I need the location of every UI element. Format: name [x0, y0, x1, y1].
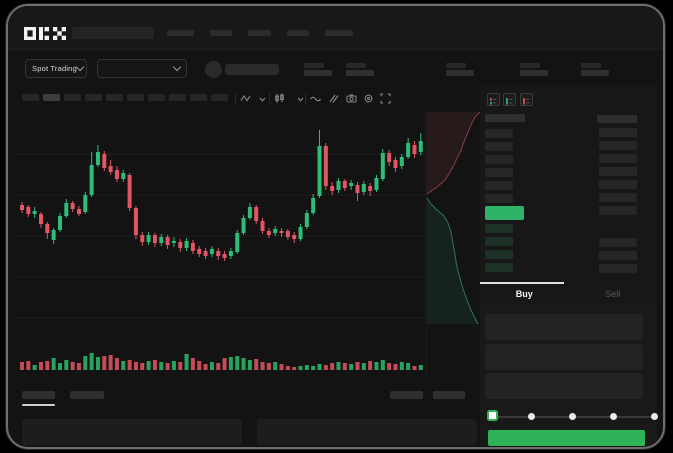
buy-sell-tabs: Buy Sell: [480, 284, 657, 304]
device-screen: Spot Trading: [6, 4, 665, 449]
pair-selector[interactable]: [97, 59, 187, 78]
orderbook-amount-row[interactable]: [599, 206, 637, 215]
orderbook-bid-row[interactable]: [485, 263, 513, 272]
order-form: [480, 304, 657, 446]
chevron-down-icon: [75, 62, 85, 72]
book-asks-icon[interactable]: [520, 93, 533, 106]
total-input-placeholder[interactable]: [485, 373, 643, 399]
orderbook-amount-row[interactable]: [599, 141, 637, 150]
pair-name-placeholder: [225, 64, 279, 75]
stat-block: [446, 63, 474, 76]
last-price-highlight[interactable]: [485, 206, 524, 220]
orderbook-bid-row[interactable]: [485, 224, 513, 233]
candlestick-chart[interactable]: [16, 110, 480, 376]
price-input-placeholder[interactable]: [485, 314, 643, 340]
amount-input-placeholder[interactable]: [485, 344, 643, 370]
orderbook-ask-row[interactable]: [485, 155, 513, 164]
buy-submit-button[interactable]: [488, 430, 645, 446]
orderbook-amount-row[interactable]: [599, 154, 637, 163]
orderbook-amount-row[interactable]: [599, 264, 637, 273]
tab-sell[interactable]: Sell: [605, 289, 621, 299]
orders-filter-placeholder[interactable]: [433, 391, 465, 399]
timeframe-button[interactable]: [169, 94, 186, 101]
chevron-down-icon: [172, 62, 182, 72]
timeframe-button[interactable]: [190, 94, 207, 101]
indicator-wave-icon[interactable]: [310, 93, 321, 104]
orderbook-amount-row[interactable]: [599, 167, 637, 176]
candle-type-icon[interactable]: [274, 93, 285, 104]
orderbook-amount-row[interactable]: [599, 180, 637, 189]
market-mode-selector[interactable]: Spot Trading: [25, 59, 87, 78]
nav-item-placeholder[interactable]: [248, 30, 271, 36]
orderbook-amount-row[interactable]: [599, 251, 637, 260]
orderbook-ask-row[interactable]: [485, 181, 513, 190]
orderbook-bid-row[interactable]: [485, 250, 513, 259]
tab-buy[interactable]: Buy: [515, 289, 533, 299]
orderbook-ask-row[interactable]: [485, 194, 513, 203]
settings-gear-icon[interactable]: [363, 93, 374, 104]
slider-stop-dot[interactable]: [609, 413, 617, 420]
active-tab-underline: [22, 404, 55, 406]
stat-block: [346, 63, 374, 76]
orders-table-placeholder: [22, 419, 242, 445]
chevron-down-icon[interactable]: [295, 94, 306, 105]
fullscreen-icon[interactable]: [380, 93, 391, 104]
coin-avatar: [205, 61, 222, 78]
nav-item-placeholder[interactable]: [210, 30, 232, 36]
nav-item-placeholder[interactable]: [167, 30, 194, 36]
book-split-icon[interactable]: [487, 93, 500, 106]
nav-item-placeholder[interactable]: [287, 30, 309, 36]
slider-stop-dot[interactable]: [528, 413, 536, 420]
okx-logo[interactable]: [24, 27, 66, 40]
stat-block: [520, 63, 548, 76]
orderbook-amount-row[interactable]: [599, 128, 637, 137]
orderbook-ask-row[interactable]: [485, 129, 513, 138]
orders-filter-placeholder[interactable]: [390, 391, 423, 399]
timeframe-button[interactable]: [64, 94, 81, 101]
stat-block: [581, 63, 609, 76]
divider: [269, 93, 270, 104]
amount-slider-handle[interactable]: [487, 410, 498, 421]
orderbook-amount-row[interactable]: [599, 238, 637, 247]
timeframe-button[interactable]: [127, 94, 144, 101]
line-style-icon[interactable]: [240, 93, 251, 104]
divider: [305, 93, 306, 104]
chevron-down-icon[interactable]: [257, 94, 268, 105]
timeframe-button[interactable]: [106, 94, 123, 101]
orders-tab[interactable]: [22, 391, 55, 399]
timeframe-button[interactable]: [85, 94, 102, 101]
orderbook-bid-row[interactable]: [485, 237, 513, 246]
orderbook-ask-row[interactable]: [485, 168, 513, 177]
active-tab-indicator: [480, 282, 564, 284]
stat-block: [304, 63, 332, 76]
orderbook-amount-row[interactable]: [599, 193, 637, 202]
orderbook-header-placeholder: [485, 114, 525, 122]
trade-sidebar: Buy Sell: [480, 86, 658, 446]
orders-table-placeholder: [257, 419, 477, 445]
draw-lines-icon[interactable]: [328, 93, 339, 104]
history-tab[interactable]: [70, 391, 104, 399]
timeframe-button[interactable]: [211, 94, 228, 101]
timeframe-button[interactable]: [43, 94, 60, 101]
market-mode-label: Spot Trading: [32, 64, 77, 73]
orderbook-header-placeholder: [597, 115, 637, 123]
orderbook-ask-row[interactable]: [485, 142, 513, 151]
slider-stop-dot[interactable]: [569, 413, 576, 420]
ticker-placeholder: [72, 27, 154, 39]
top-navbar: [8, 6, 663, 50]
camera-icon[interactable]: [346, 93, 357, 104]
nav-item-placeholder[interactable]: [325, 30, 353, 36]
divider: [235, 93, 236, 104]
timeframe-button[interactable]: [148, 94, 165, 101]
timeframe-button[interactable]: [22, 94, 39, 101]
slider-stop-dot[interactable]: [650, 413, 658, 420]
book-bids-icon[interactable]: [503, 93, 516, 106]
